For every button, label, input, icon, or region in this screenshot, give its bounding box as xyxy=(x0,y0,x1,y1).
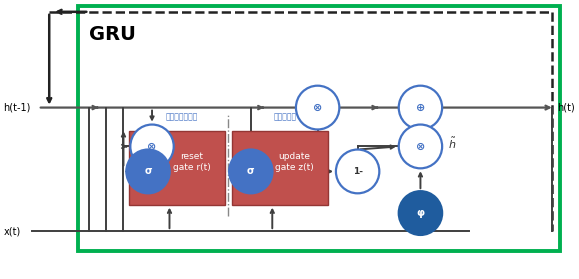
Ellipse shape xyxy=(336,150,379,193)
Bar xyxy=(232,131,328,205)
Text: φ: φ xyxy=(416,208,424,218)
Text: reset
gate r(t): reset gate r(t) xyxy=(173,152,210,172)
Text: update
gate z(t): update gate z(t) xyxy=(275,152,314,172)
Ellipse shape xyxy=(130,124,174,168)
Text: x(t): x(t) xyxy=(3,226,21,236)
Ellipse shape xyxy=(126,150,170,193)
Text: ⊕: ⊕ xyxy=(416,103,425,112)
Text: h(t-1): h(t-1) xyxy=(3,103,31,112)
Text: $\tilde{h}$: $\tilde{h}$ xyxy=(448,136,456,151)
Ellipse shape xyxy=(399,124,442,168)
Ellipse shape xyxy=(399,191,442,235)
Bar xyxy=(78,6,560,251)
Text: σ: σ xyxy=(144,167,152,176)
Text: 1-: 1- xyxy=(353,167,362,176)
Bar xyxy=(129,131,225,205)
Text: 更新ゲート: 更新ゲート xyxy=(273,112,296,121)
Text: σ: σ xyxy=(247,167,255,176)
Text: リセットゲート: リセットゲート xyxy=(166,112,198,121)
Text: GRU: GRU xyxy=(89,25,136,44)
Ellipse shape xyxy=(229,150,273,193)
Text: ⊗: ⊗ xyxy=(416,141,425,151)
Ellipse shape xyxy=(399,86,442,129)
Text: ⊗: ⊗ xyxy=(313,103,323,112)
Ellipse shape xyxy=(296,86,339,129)
Text: ⊗: ⊗ xyxy=(147,141,157,151)
Text: h(t): h(t) xyxy=(558,103,576,112)
